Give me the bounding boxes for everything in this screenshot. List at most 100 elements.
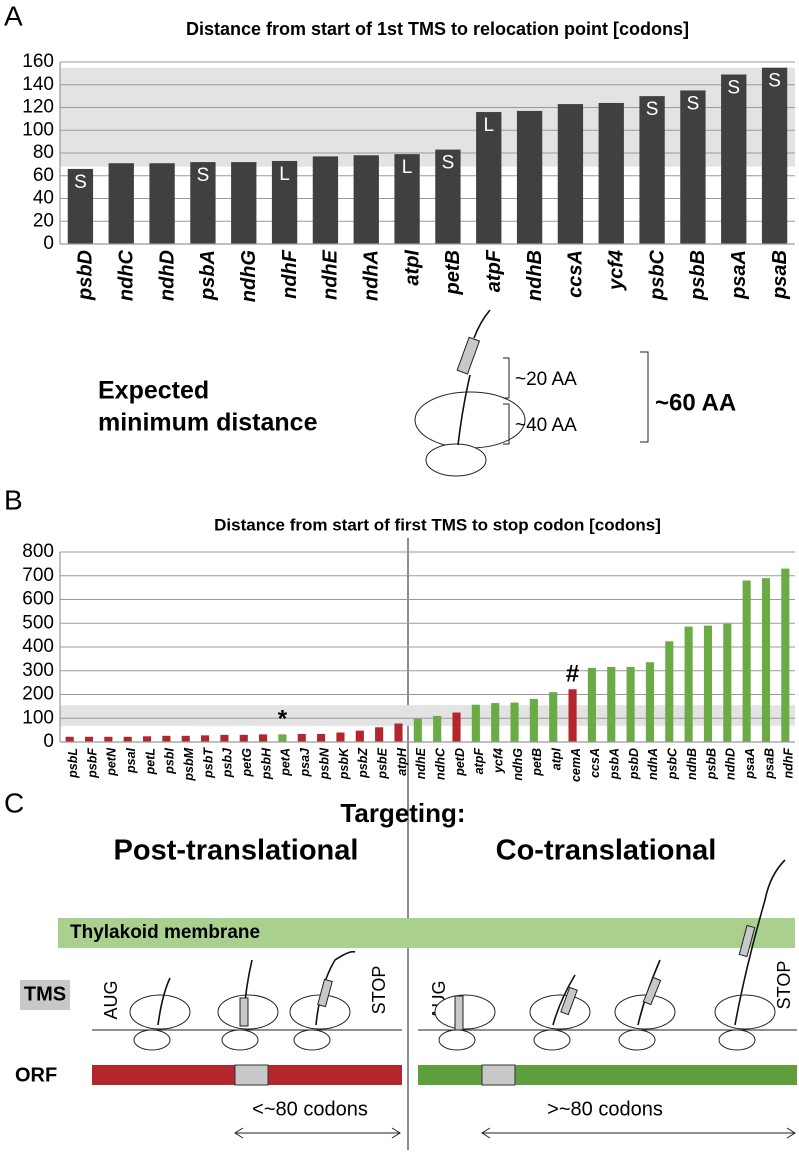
x-tick-label: psbM [182, 747, 196, 781]
x-tick-label: atpH [395, 747, 409, 776]
tms-segment [317, 978, 333, 1008]
x-tick-label: ndhC [433, 747, 447, 780]
bar [65, 736, 74, 742]
bar-label: S [687, 93, 700, 114]
x-tick-label: atpF [483, 249, 505, 292]
bar-label: S [768, 71, 781, 92]
nascent-chain [552, 974, 576, 1026]
stop-label: STOP [774, 961, 794, 1010]
x-tick-label: psbE [375, 747, 389, 779]
bar [336, 732, 345, 742]
x-tick-label: petB [442, 250, 464, 295]
bar [684, 626, 693, 742]
x-tick-label: ndhG [511, 748, 525, 781]
panel-letter: B [4, 484, 23, 515]
bar [413, 718, 422, 742]
bracket [640, 351, 649, 443]
membrane-label: Thylakoid membrane [70, 922, 260, 943]
bar [529, 699, 538, 742]
x-tick-label: atpI [550, 747, 564, 770]
bracket [503, 357, 510, 399]
tms-segment [454, 995, 464, 1031]
x-tick-label: ndhD [156, 250, 178, 301]
x-tick-label: psbL [66, 748, 80, 779]
x-tick-label: ndhA [361, 250, 383, 301]
shaded-band [60, 67, 795, 167]
bar [104, 736, 113, 742]
bar [626, 666, 635, 742]
ribosome-small [293, 1029, 331, 1051]
x-tick-label: petD [453, 748, 467, 777]
y-tick-label: 300 [22, 660, 54, 681]
bar [317, 733, 326, 742]
ribosome-small [133, 1029, 171, 1051]
bar [549, 692, 558, 742]
bar [665, 641, 674, 742]
bar [375, 727, 384, 742]
bar [67, 168, 94, 244]
orf-tms [234, 1064, 269, 1086]
bar [598, 102, 624, 244]
bar-label: L [402, 157, 413, 178]
y-tick-label: 800 [22, 541, 54, 562]
x-tick-label: psbB [704, 748, 718, 780]
x-tick-label: ccsA [565, 250, 587, 298]
bar [355, 730, 364, 742]
x-tick-label: psbF [85, 748, 99, 779]
tms-label: TMS [24, 983, 66, 1005]
x-tick-label: ycf4 [491, 748, 505, 774]
ribosome-small [425, 443, 487, 477]
left-heading: Post-translational [114, 835, 359, 867]
x-tick-label: petN [105, 747, 119, 777]
bar [723, 623, 732, 742]
bar [190, 162, 216, 244]
bar [516, 110, 543, 244]
start-label: AUG [101, 980, 121, 1019]
panel-letter: C [4, 787, 24, 818]
bar [259, 734, 268, 742]
x-tick-label: psbC [666, 747, 680, 780]
x-tick-label: psbB [687, 250, 709, 301]
x-tick-label: psaA [728, 250, 750, 300]
tms-segment [738, 924, 756, 958]
bar-label: S [727, 78, 740, 99]
bar [639, 96, 665, 244]
x-tick-label: psaB [769, 250, 791, 300]
y-tick-label: 120 [22, 97, 54, 118]
x-tick-label: ndhF [782, 748, 796, 779]
targeting-title: Targeting: [340, 798, 465, 828]
x-tick-label: atpF [472, 748, 486, 775]
right-range: >~80 codons [547, 1098, 663, 1120]
tms-segment [239, 997, 249, 1027]
bar-label: S [74, 172, 87, 193]
bar [721, 74, 747, 244]
bar [220, 734, 229, 742]
x-tick-label: cemA [569, 748, 583, 782]
y-tick-label: 400 [22, 636, 54, 657]
right-heading: Co-translational [496, 835, 717, 867]
orf-co [418, 1065, 797, 1085]
tms-segment [456, 336, 481, 375]
ribosomes [129, 859, 786, 1051]
y-tick-label: 0 [43, 731, 54, 752]
bar [231, 162, 257, 244]
bar [471, 704, 480, 742]
panel-letter: A [4, 0, 23, 31]
x-tick-label: psbD [75, 250, 97, 301]
x-tick-label: ndhB [524, 250, 546, 301]
bar [271, 160, 298, 244]
y-tick-label: 100 [22, 707, 54, 728]
ribosome-large [614, 994, 676, 1030]
bar-label: # [566, 661, 579, 688]
bar [761, 578, 771, 742]
ribosome-large [714, 994, 776, 1030]
bar-label: * [278, 706, 288, 733]
y-tick-label: 160 [22, 51, 54, 72]
bar [312, 156, 339, 244]
nascent-chain [157, 977, 171, 1026]
y-tick-label: 0 [43, 233, 54, 254]
x-tick-label: petA [279, 748, 293, 777]
x-tick-label: psbA [197, 250, 219, 301]
bar-label: L [483, 115, 494, 136]
